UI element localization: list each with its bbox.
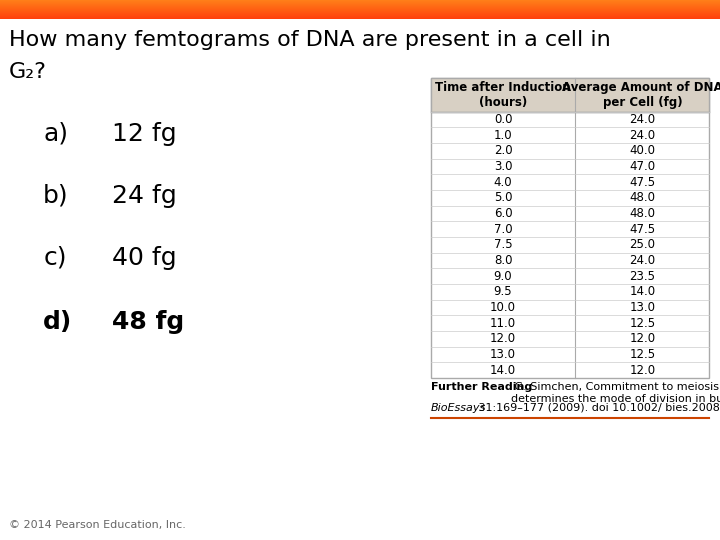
- Text: 2.0: 2.0: [494, 144, 513, 158]
- Text: Further Reading: Further Reading: [431, 382, 532, 393]
- Text: 13.0: 13.0: [490, 348, 516, 361]
- Text: 48.0: 48.0: [629, 207, 655, 220]
- Text: 12.0: 12.0: [629, 363, 655, 377]
- Text: 40.0: 40.0: [629, 144, 655, 158]
- Text: 12.0: 12.0: [629, 332, 655, 346]
- Text: 6.0: 6.0: [494, 207, 513, 220]
- Text: © 2014 Pearson Education, Inc.: © 2014 Pearson Education, Inc.: [9, 520, 186, 530]
- Text: 1.0: 1.0: [494, 129, 513, 142]
- Text: G. Simchen, Commitment to meiosis: what
determines the mode of division in buddi: G. Simchen, Commitment to meiosis: what …: [511, 382, 720, 404]
- Text: 5.0: 5.0: [494, 191, 512, 205]
- Text: 47.5: 47.5: [629, 176, 655, 189]
- Text: 10.0: 10.0: [490, 301, 516, 314]
- Text: G₂?: G₂?: [9, 62, 47, 82]
- Text: BioEssays: BioEssays: [431, 403, 486, 413]
- Text: Time after Induction
(hours): Time after Induction (hours): [435, 81, 571, 109]
- Text: 4.0: 4.0: [494, 176, 513, 189]
- Text: 12.5: 12.5: [629, 316, 655, 330]
- Text: 24.0: 24.0: [629, 113, 655, 126]
- Text: 12.0: 12.0: [490, 332, 516, 346]
- Text: 14.0: 14.0: [490, 363, 516, 377]
- Text: a): a): [43, 122, 68, 145]
- Text: 24.0: 24.0: [629, 254, 655, 267]
- Bar: [431, 78, 709, 378]
- Text: 48.0: 48.0: [629, 191, 655, 205]
- Text: How many femtograms of DNA are present in a cell in: How many femtograms of DNA are present i…: [9, 30, 611, 50]
- Text: 12.5: 12.5: [629, 348, 655, 361]
- Text: 9.5: 9.5: [494, 285, 513, 299]
- Text: 7.5: 7.5: [494, 238, 513, 252]
- Text: 12 fg: 12 fg: [112, 122, 176, 145]
- Text: 9.0: 9.0: [494, 269, 513, 283]
- Text: 11.0: 11.0: [490, 316, 516, 330]
- Text: 24 fg: 24 fg: [112, 184, 176, 207]
- Text: c): c): [43, 246, 67, 269]
- Text: 14.0: 14.0: [629, 285, 655, 299]
- Text: 47.0: 47.0: [629, 160, 655, 173]
- Text: 47.5: 47.5: [629, 222, 655, 236]
- Text: 13.0: 13.0: [629, 301, 655, 314]
- Text: 8.0: 8.0: [494, 254, 512, 267]
- Text: 3.0: 3.0: [494, 160, 512, 173]
- Text: 31:169–177 (2009). doi 10.1002/ bies.200800124: 31:169–177 (2009). doi 10.1002/ bies.200…: [475, 403, 720, 413]
- Text: d): d): [43, 310, 73, 334]
- Bar: [431, 78, 709, 112]
- Text: Average Amount of DNA
per Cell (fg): Average Amount of DNA per Cell (fg): [562, 81, 720, 109]
- Text: 24.0: 24.0: [629, 129, 655, 142]
- Text: 48 fg: 48 fg: [112, 310, 184, 334]
- Text: 25.0: 25.0: [629, 238, 655, 252]
- Text: b): b): [43, 184, 69, 207]
- Text: 0.0: 0.0: [494, 113, 512, 126]
- Text: 23.5: 23.5: [629, 269, 655, 283]
- Text: 40 fg: 40 fg: [112, 246, 176, 269]
- Text: 7.0: 7.0: [494, 222, 513, 236]
